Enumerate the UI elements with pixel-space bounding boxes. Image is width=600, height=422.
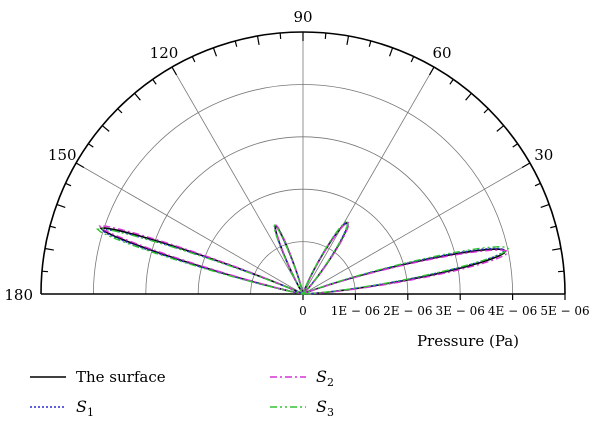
- angle-tick-mark: [75, 162, 85, 169]
- radial-tick-label: 1E − 06: [331, 304, 380, 318]
- angle-tick-mark: [428, 66, 435, 76]
- angle-tick-mark: [134, 92, 141, 101]
- angle-tick-mark: [368, 40, 372, 47]
- legend-label: S2: [316, 367, 334, 389]
- legend-label: S3: [316, 397, 334, 419]
- angle-tick-mark: [346, 35, 350, 45]
- angle-tick-mark: [410, 56, 415, 63]
- polar-grid: [40, 31, 566, 300]
- angle-tick-mark: [44, 247, 54, 251]
- angular-gridline: [171, 66, 304, 295]
- angle-tick-mark: [41, 270, 49, 273]
- angle-tick-mark: [56, 203, 66, 209]
- angle-tick-mark: [88, 143, 94, 148]
- angle-tick-mark: [212, 47, 218, 57]
- angle-label: 180: [4, 286, 33, 304]
- angular-gridline: [302, 66, 435, 295]
- angle-tick-mark: [234, 40, 238, 47]
- angle-tick-mark: [521, 162, 531, 169]
- angle-tick-mark: [324, 32, 327, 40]
- radial-tick-label: 2E − 06: [383, 304, 432, 318]
- radial-tick-label: 5E − 06: [540, 304, 589, 318]
- angle-tick-mark: [191, 56, 196, 63]
- angle-label: 90: [293, 8, 312, 26]
- angle-tick-mark: [256, 35, 260, 45]
- angular-gridline: [75, 162, 304, 295]
- angle-tick-mark: [388, 47, 394, 57]
- angle-label: 60: [432, 44, 451, 62]
- series-line-s3: [95, 220, 510, 296]
- axis-labels: 180 150 120 90 60 30 0 1E − 06 2E − 06 3E − 06 4E …: [4, 8, 589, 318]
- angle-tick-mark: [512, 143, 518, 148]
- angle-tick-mark: [550, 225, 557, 229]
- angle-tick-mark: [552, 247, 562, 251]
- angle-tick-mark: [117, 108, 123, 114]
- angle-label: 30: [534, 146, 553, 164]
- angle-tick-mark: [540, 203, 550, 209]
- series-curves: [95, 220, 510, 296]
- angle-tick-mark: [49, 225, 56, 229]
- radial-tick-label: 4E − 06: [488, 304, 537, 318]
- angular-gridline: [302, 162, 531, 295]
- angle-label: 120: [150, 44, 179, 62]
- series-line-s2: [98, 221, 509, 295]
- angle-tick-mark: [65, 182, 72, 187]
- radial-tick-label: 0: [299, 304, 307, 318]
- angle-tick-mark: [483, 108, 489, 114]
- legend-label: The surface: [76, 368, 166, 386]
- x-axis-title: Pressure (Pa): [417, 332, 519, 350]
- angle-tick-mark: [101, 125, 110, 132]
- angle-tick-mark: [171, 66, 178, 76]
- angle-tick-mark: [496, 125, 505, 132]
- angle-tick-mark: [557, 270, 565, 273]
- legend-label: S1: [76, 397, 94, 419]
- angle-label: 150: [48, 146, 77, 164]
- legend: The surface S1 S2 S3: [30, 367, 334, 419]
- angle-tick-mark: [152, 79, 157, 85]
- angle-tick-mark: [465, 92, 472, 101]
- radial-tick-label: 3E − 06: [436, 304, 485, 318]
- angle-tick-mark: [449, 79, 454, 85]
- angle-tick-mark: [279, 32, 282, 40]
- angle-tick-mark: [534, 182, 541, 187]
